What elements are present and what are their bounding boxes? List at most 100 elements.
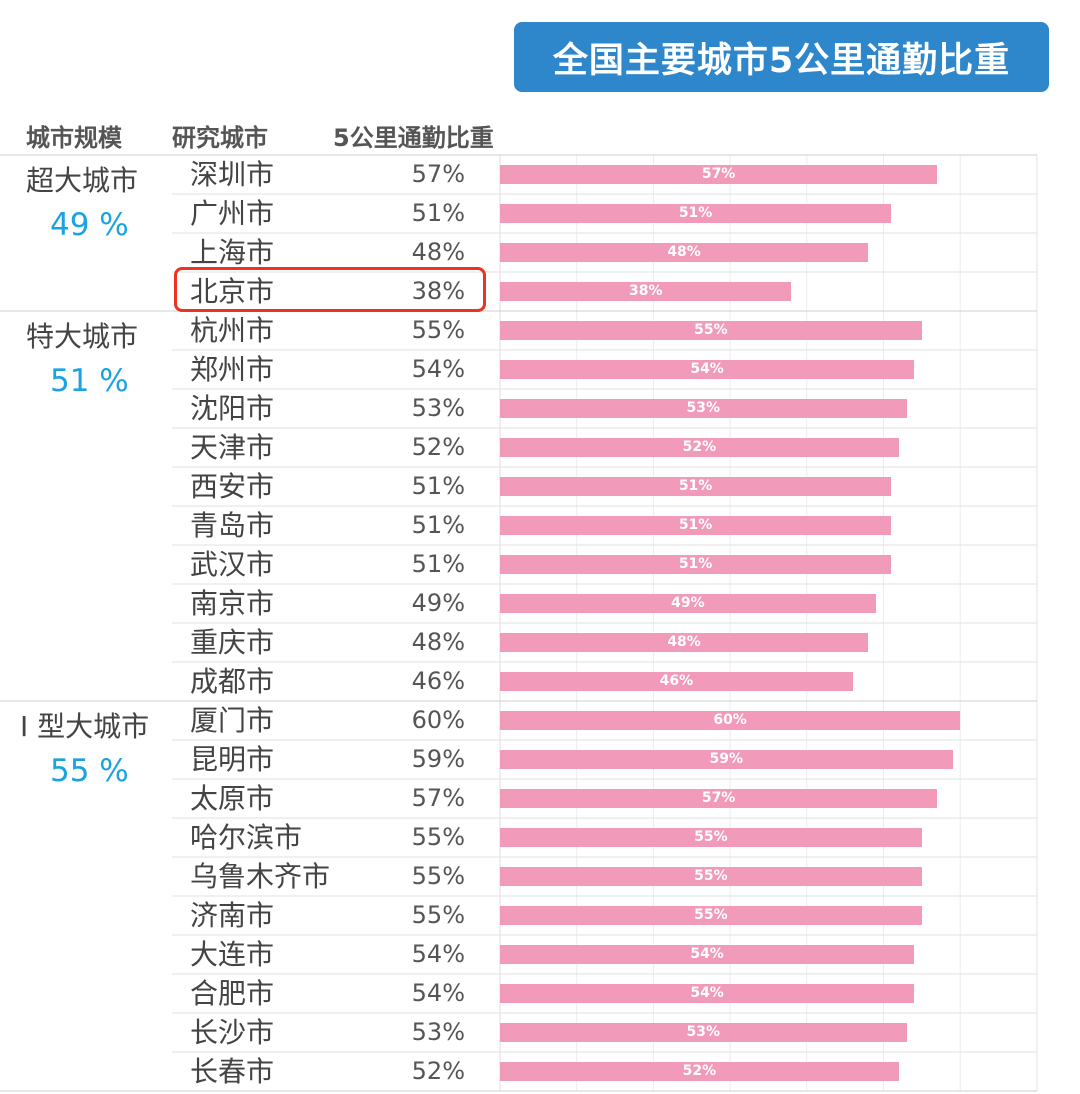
value-label: 57% bbox=[411, 784, 465, 812]
city-label: 深圳市 bbox=[190, 158, 275, 191]
bar-data-label: 53% bbox=[686, 1024, 720, 1040]
bar bbox=[500, 438, 899, 457]
city-label: 重庆市 bbox=[190, 626, 275, 659]
bar-data-label: 48% bbox=[667, 244, 701, 260]
bar bbox=[500, 1062, 899, 1081]
city-label: 长春市 bbox=[190, 1055, 275, 1088]
value-label: 54% bbox=[411, 355, 465, 383]
group-name: I 型大城市 bbox=[20, 710, 150, 743]
value-label: 51% bbox=[411, 511, 465, 539]
bar-data-label: 57% bbox=[701, 166, 736, 182]
bar-data-label: 54% bbox=[690, 946, 724, 962]
city-label: 大连市 bbox=[190, 938, 275, 971]
bar bbox=[500, 360, 915, 379]
city-label: 长沙市 bbox=[190, 1016, 275, 1049]
bar bbox=[500, 1023, 907, 1042]
bar bbox=[500, 282, 792, 301]
bar-data-label: 49% bbox=[671, 595, 705, 611]
bar-data-label: 55% bbox=[694, 322, 728, 338]
value-label: 48% bbox=[411, 238, 465, 266]
city-label: 乌鲁木齐市 bbox=[190, 860, 331, 893]
value-label: 55% bbox=[411, 901, 465, 929]
city-label: 哈尔滨市 bbox=[190, 821, 303, 854]
bar-data-label: 51% bbox=[678, 478, 713, 494]
group-name: 超大城市 bbox=[26, 164, 139, 197]
city-label: 杭州市 bbox=[190, 314, 275, 347]
bar-data-label: 53% bbox=[686, 400, 720, 416]
value-label: 51% bbox=[411, 550, 465, 578]
bar bbox=[500, 789, 938, 808]
city-label: 上海市 bbox=[190, 236, 275, 269]
value-label: 55% bbox=[411, 862, 465, 890]
city-label: 西安市 bbox=[190, 470, 275, 503]
bar bbox=[500, 984, 915, 1003]
bar-data-label: 57% bbox=[701, 790, 736, 806]
city-label: 青岛市 bbox=[190, 509, 275, 542]
bar-data-label: 51% bbox=[678, 205, 713, 221]
bar bbox=[500, 204, 892, 223]
value-label: 57% bbox=[411, 160, 465, 188]
bar-data-label: 51% bbox=[678, 517, 713, 533]
bar bbox=[500, 594, 876, 613]
header-commute-ratio: 5公里通勤比重 bbox=[333, 124, 494, 152]
value-label: 49% bbox=[411, 589, 465, 617]
bar bbox=[500, 321, 922, 340]
bar bbox=[500, 243, 869, 262]
bar-data-label: 46% bbox=[659, 673, 694, 689]
group-pct: 49 % bbox=[50, 207, 129, 243]
group-name: 特大城市 bbox=[26, 320, 139, 353]
bar-data-label: 55% bbox=[694, 868, 728, 884]
city-label: 广州市 bbox=[190, 197, 275, 230]
chart-title: 全国主要城市5公里通勤比重 bbox=[514, 22, 1049, 92]
value-label: 54% bbox=[411, 979, 465, 1007]
city-label: 成都市 bbox=[190, 665, 275, 698]
bar-data-label: 55% bbox=[694, 829, 728, 845]
value-label: 55% bbox=[411, 823, 465, 851]
city-label: 厦门市 bbox=[190, 704, 275, 737]
bar-data-label: 52% bbox=[682, 439, 717, 455]
bar bbox=[500, 945, 915, 964]
city-label: 沈阳市 bbox=[190, 392, 275, 425]
bar-data-label: 52% bbox=[682, 1063, 717, 1079]
bar bbox=[500, 672, 853, 691]
city-label: 北京市 bbox=[190, 275, 275, 308]
value-label: 38% bbox=[411, 277, 465, 305]
bar bbox=[500, 867, 922, 886]
bar bbox=[500, 633, 869, 652]
value-label: 52% bbox=[411, 1057, 465, 1085]
city-label: 合肥市 bbox=[190, 977, 275, 1010]
bar bbox=[500, 906, 922, 925]
city-label: 南京市 bbox=[190, 587, 275, 620]
bar-data-label: 59% bbox=[709, 751, 744, 767]
bar bbox=[500, 711, 961, 730]
header-city-scale: 城市规模 bbox=[26, 124, 122, 152]
city-label: 武汉市 bbox=[190, 548, 275, 581]
bar bbox=[500, 750, 953, 769]
bar bbox=[500, 516, 892, 535]
bar-data-label: 60% bbox=[713, 712, 747, 728]
value-label: 51% bbox=[411, 472, 465, 500]
value-label: 46% bbox=[411, 667, 465, 695]
bar bbox=[500, 165, 938, 184]
value-label: 53% bbox=[411, 1018, 465, 1046]
highlight-box bbox=[174, 267, 486, 312]
bar bbox=[500, 399, 907, 418]
bar-data-label: 38% bbox=[628, 283, 663, 299]
bar-data-label: 54% bbox=[690, 361, 724, 377]
group-pct: 55 % bbox=[50, 753, 129, 789]
value-label: 48% bbox=[411, 628, 465, 656]
value-label: 53% bbox=[411, 394, 465, 422]
group-pct: 51 % bbox=[50, 363, 129, 399]
header-research-city: 研究城市 bbox=[172, 124, 268, 152]
value-label: 51% bbox=[411, 199, 465, 227]
value-label: 52% bbox=[411, 433, 465, 461]
value-label: 60% bbox=[411, 706, 465, 734]
bar bbox=[500, 477, 892, 496]
city-label: 济南市 bbox=[190, 899, 275, 932]
value-label: 59% bbox=[411, 745, 465, 773]
bar-data-label: 51% bbox=[678, 556, 713, 572]
value-label: 54% bbox=[411, 940, 465, 968]
bar-data-label: 55% bbox=[694, 907, 728, 923]
city-label: 昆明市 bbox=[190, 743, 275, 776]
